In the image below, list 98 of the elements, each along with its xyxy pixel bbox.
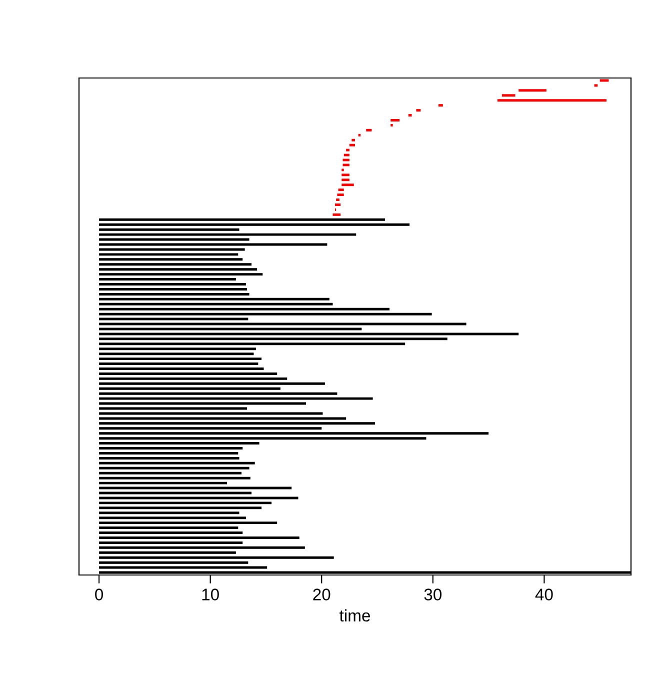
bar	[99, 541, 243, 544]
bar	[342, 164, 350, 166]
bar	[344, 154, 350, 156]
bar	[99, 372, 278, 375]
bar	[99, 318, 248, 320]
bar	[342, 178, 350, 182]
bar	[99, 506, 262, 510]
bar	[358, 134, 361, 136]
x-axis-title: time	[340, 609, 370, 622]
bar	[99, 228, 240, 231]
bar	[99, 452, 238, 454]
bar	[99, 268, 258, 271]
bar	[99, 427, 322, 430]
bar	[99, 298, 330, 300]
bar	[408, 114, 412, 117]
bar	[342, 174, 350, 176]
bar	[99, 263, 252, 266]
bar	[99, 302, 333, 306]
x-tick-label: 20	[313, 588, 330, 600]
bar	[99, 253, 238, 256]
bar	[99, 417, 346, 420]
bar	[338, 188, 344, 192]
bar	[334, 203, 341, 206]
bar	[99, 332, 519, 336]
bar	[416, 109, 421, 112]
bar	[99, 496, 298, 500]
bar	[99, 218, 386, 221]
bar	[349, 144, 355, 146]
bar	[99, 273, 263, 276]
bar	[99, 358, 262, 360]
bar	[99, 238, 250, 241]
bar	[99, 512, 240, 514]
bar	[99, 522, 278, 524]
bar	[99, 432, 489, 435]
bar	[99, 536, 300, 539]
bar	[99, 561, 248, 564]
bar	[99, 312, 432, 316]
bar	[99, 456, 240, 460]
bar	[99, 442, 260, 445]
bar	[99, 288, 248, 290]
bar	[99, 532, 243, 534]
bar	[99, 292, 250, 296]
bar	[99, 466, 250, 470]
bar	[99, 392, 338, 395]
bar	[99, 556, 334, 559]
bar	[502, 94, 516, 97]
bar	[518, 89, 546, 92]
bar	[99, 377, 288, 380]
bar	[99, 387, 280, 390]
bar	[342, 184, 354, 186]
bar	[99, 338, 448, 340]
bar	[99, 462, 255, 464]
bar	[99, 308, 390, 310]
bar	[99, 382, 325, 385]
bar	[337, 194, 344, 196]
bar	[600, 79, 609, 82]
bar	[99, 368, 264, 370]
bar	[99, 223, 410, 226]
bar	[99, 362, 258, 366]
bar	[99, 402, 306, 405]
x-tick-label: 10	[202, 588, 219, 600]
bar	[99, 278, 236, 281]
x-tick-label: 40	[535, 588, 553, 600]
bar	[99, 283, 246, 286]
bar	[99, 437, 426, 440]
bar	[99, 482, 228, 484]
bar	[99, 476, 250, 480]
bar	[99, 233, 356, 236]
bar	[332, 213, 341, 216]
bar	[99, 551, 236, 554]
bar	[99, 258, 243, 261]
bar	[99, 397, 373, 400]
x-tick-label: 30	[424, 588, 442, 600]
bar	[99, 486, 292, 490]
bar	[497, 99, 607, 102]
bar	[99, 516, 246, 520]
bar	[99, 546, 305, 549]
bar	[352, 138, 355, 142]
bar	[336, 198, 340, 202]
bar	[99, 412, 323, 415]
bar	[99, 422, 376, 425]
bar	[438, 104, 443, 107]
bar	[594, 84, 598, 87]
bar	[99, 322, 466, 326]
bar	[99, 502, 272, 504]
x-tick-label: 0	[95, 588, 104, 600]
bar	[99, 472, 242, 474]
bar	[99, 348, 256, 350]
bar	[99, 342, 406, 346]
bar	[99, 248, 245, 251]
bar	[99, 526, 238, 530]
bar	[99, 447, 243, 450]
bar	[390, 119, 400, 122]
bar	[99, 566, 268, 569]
bar	[346, 148, 350, 152]
bar	[99, 352, 254, 356]
bar	[366, 128, 372, 132]
bar	[99, 328, 362, 330]
